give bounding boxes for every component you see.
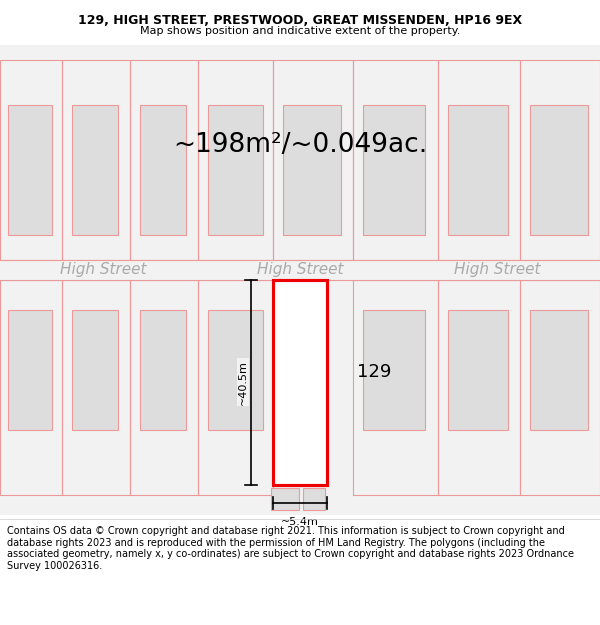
Bar <box>283 104 341 234</box>
Bar <box>140 309 186 430</box>
Bar <box>8 309 52 430</box>
Bar <box>448 104 508 234</box>
Text: High Street: High Street <box>60 262 146 278</box>
Bar <box>530 104 588 234</box>
Bar <box>273 59 353 260</box>
Bar <box>353 280 438 495</box>
Bar <box>363 309 425 430</box>
Bar <box>208 104 263 234</box>
Bar <box>363 104 425 234</box>
Bar <box>140 104 186 234</box>
Bar <box>0 260 600 280</box>
Bar <box>198 59 273 260</box>
Bar <box>303 488 325 509</box>
Text: ~5.4m: ~5.4m <box>281 517 319 527</box>
Text: 129, HIGH STREET, PRESTWOOD, GREAT MISSENDEN, HP16 9EX: 129, HIGH STREET, PRESTWOOD, GREAT MISSE… <box>78 14 522 27</box>
Bar <box>520 59 600 260</box>
Bar <box>62 280 130 495</box>
Bar <box>198 280 273 495</box>
Bar <box>520 280 600 495</box>
Bar <box>448 309 508 430</box>
Bar <box>62 59 130 260</box>
Bar <box>208 309 263 430</box>
Bar <box>72 104 118 234</box>
Bar <box>438 280 520 495</box>
Text: High Street: High Street <box>454 262 540 278</box>
Bar <box>273 280 327 485</box>
Text: 129: 129 <box>357 363 391 381</box>
Text: Map shows position and indicative extent of the property.: Map shows position and indicative extent… <box>140 26 460 36</box>
Text: Contains OS data © Crown copyright and database right 2021. This information is : Contains OS data © Crown copyright and d… <box>7 526 574 571</box>
Text: High Street: High Street <box>257 262 343 278</box>
Text: ~198m²/~0.049ac.: ~198m²/~0.049ac. <box>173 132 427 158</box>
Text: ~40.5m: ~40.5m <box>238 360 248 404</box>
Bar <box>0 59 62 260</box>
Bar <box>530 309 588 430</box>
Bar <box>130 59 198 260</box>
Bar <box>438 59 520 260</box>
Bar <box>353 59 438 260</box>
Bar <box>8 104 52 234</box>
Bar <box>271 488 299 509</box>
Bar <box>72 309 118 430</box>
Bar <box>0 280 62 495</box>
Bar <box>130 280 198 495</box>
